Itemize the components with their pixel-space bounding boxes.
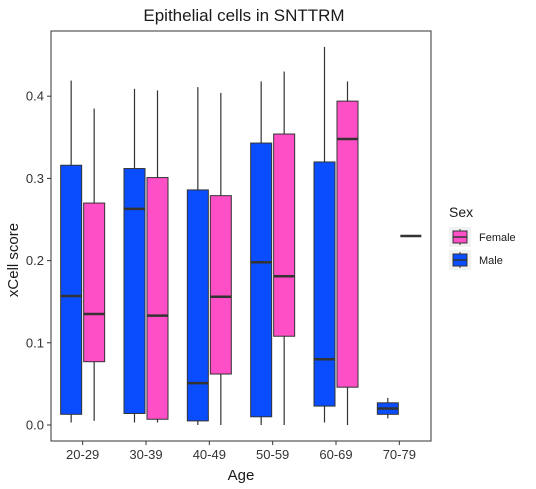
box-female-20-29 [83,108,106,421]
box-series [60,46,422,425]
legend: Sex Female Male [449,204,516,270]
x-tick-label: 60-69 [319,447,352,462]
x-tick-label: 20-29 [66,447,99,462]
x-tick-label: 50-59 [256,447,289,462]
box-female-40-49 [209,92,232,425]
legend-title: Sex [449,204,473,220]
legend-item-female: Female [449,227,516,247]
x-tick-label: 70-79 [383,447,416,462]
x-axis: 20-29 30-39 40-49 50-59 60-69 70-79 [66,441,416,462]
box-male-30-39 [123,88,146,423]
box-male-20-29 [60,80,83,423]
box-iqr [123,168,146,414]
box-iqr [313,161,336,407]
box-iqr [60,164,83,415]
chart-title: Epithelial cells in SNTTRM [143,6,344,25]
box-iqr [336,100,359,388]
y-tick-label: 0.2 [26,253,44,268]
y-tick-label: 0.1 [26,335,44,350]
x-axis-title: Age [228,467,255,484]
x-tick-label: 40-49 [193,447,226,462]
box-iqr [250,142,273,418]
x-tick-label: 30-39 [129,447,162,462]
box-iqr [186,189,209,422]
box-iqr [83,202,106,363]
plot-panel [50,30,432,442]
y-tick-label: 0.4 [26,89,44,104]
box-male-40-49 [186,87,209,425]
box-iqr [209,195,232,375]
y-axis-title: xCell score [5,223,22,297]
box-male-60-69 [313,46,336,423]
box-male-50-59 [250,81,273,425]
y-tick-label: 0.3 [26,171,44,186]
y-tick-label: 0.0 [26,418,44,433]
legend-label: Male [479,255,503,267]
panel-border [50,30,432,442]
box-male-70-79 [376,397,399,419]
box-iqr [146,177,169,420]
box-female-30-39 [146,90,169,423]
legend-item-male: Male [449,250,503,270]
legend-label: Female [479,232,516,244]
box-iqr [273,133,296,337]
box-female-50-59 [273,71,296,425]
y-axis: 0.0 0.1 0.2 0.3 0.4 [26,89,51,433]
box-female-60-69 [336,81,359,425]
